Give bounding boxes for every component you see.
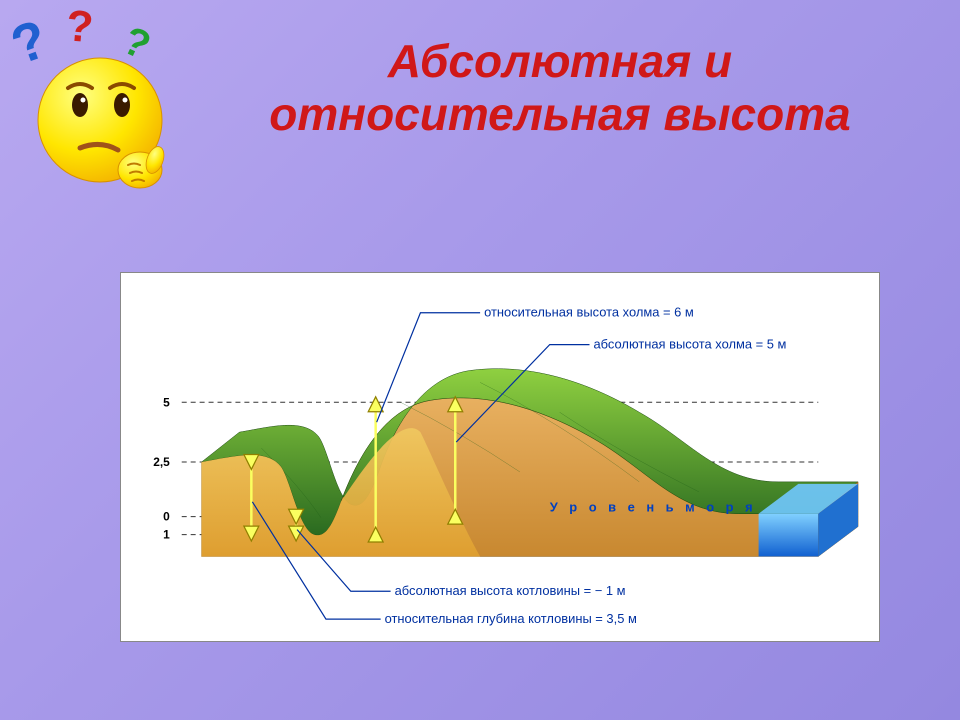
tick-2-5: 2,5 [153, 455, 170, 469]
svg-text:?: ? [116, 18, 157, 68]
label-abs-basin: абсолютная высота котловины = − 1 м [395, 583, 626, 598]
sea-water-front [759, 514, 819, 557]
sea-level-label: У р о в е н ь м о р я [550, 500, 757, 515]
svg-text:?: ? [64, 10, 95, 52]
thinking-emoji: ? ? ? [10, 10, 200, 210]
label-rel-basin: относительная глубина котловины = 3,5 м [385, 611, 637, 626]
emoji-svg: ? ? ? [10, 10, 200, 210]
elevation-diagram: 5 2,5 0 1 У р о [120, 272, 880, 642]
page-title: Абсолютная и относительная высота [220, 35, 900, 141]
diagram-svg: 5 2,5 0 1 У р о [121, 273, 879, 641]
label-rel-hill: относительная высота холма = 6 м [484, 305, 694, 320]
tick-1: 1 [163, 528, 170, 542]
svg-text:?: ? [10, 10, 55, 76]
terrain-block [202, 369, 858, 557]
tick-5: 5 [163, 395, 170, 409]
tick-0: 0 [163, 510, 170, 524]
label-abs-hill: абсолютная высота холма = 5 м [593, 337, 786, 352]
